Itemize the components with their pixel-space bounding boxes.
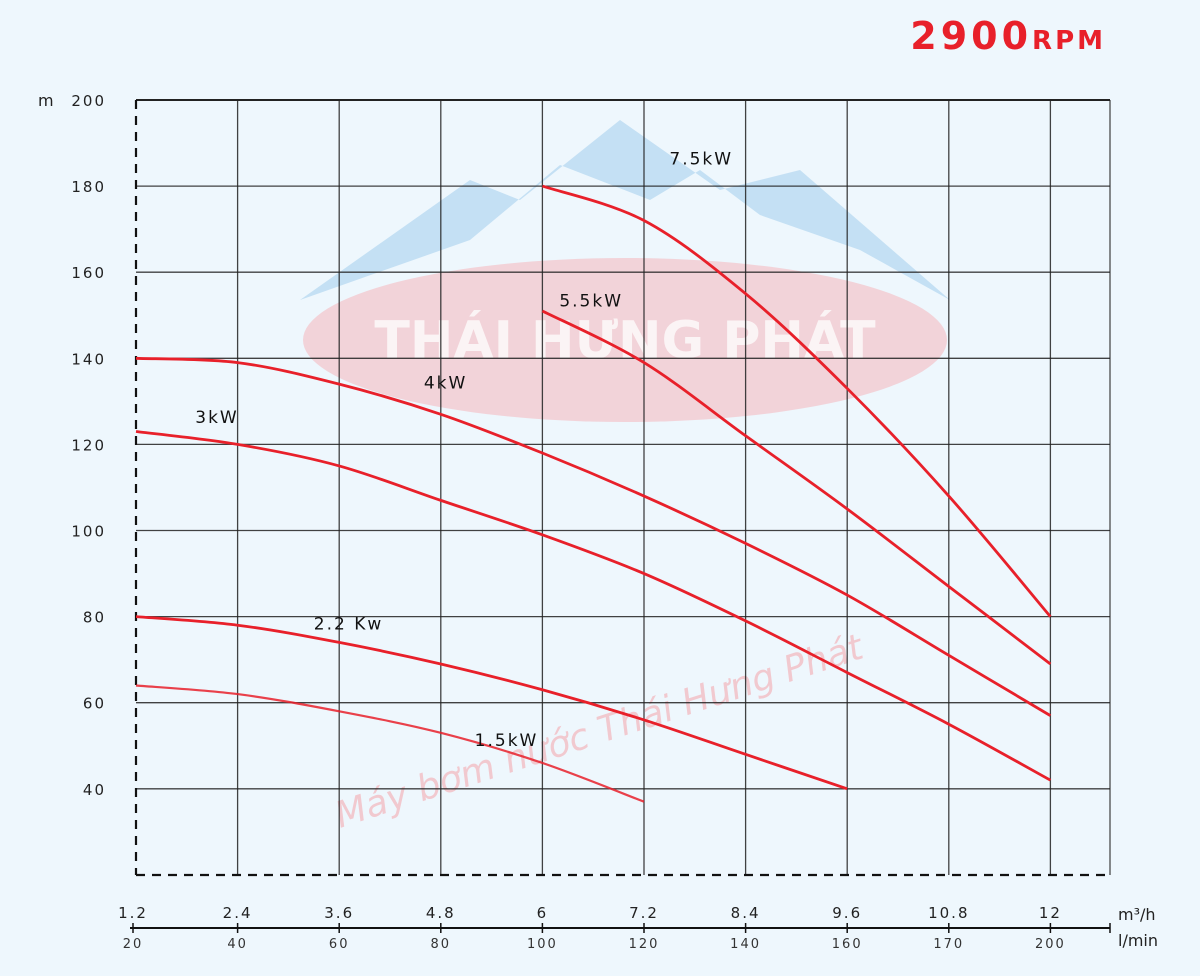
x-tick-label-top: 3.6 <box>324 904 354 922</box>
x-tick-label-top: 2.4 <box>223 904 253 922</box>
y-axis-unit: m <box>38 91 54 110</box>
series-labels: 7.5kW 5.5kW 4kW 3kW 2.2 Kw 1.5kW <box>195 150 733 751</box>
label-4kW: 4kW <box>424 373 467 393</box>
y-tick-label: 140 <box>71 350 106 368</box>
y-tick-label: 40 <box>83 781 106 799</box>
y-tick-label: 120 <box>71 436 106 454</box>
x-tick-label-bottom: 20 <box>123 937 144 952</box>
watermark-mountain <box>300 120 950 300</box>
rpm-unit: RPM <box>1032 26 1106 56</box>
x-tick-label-bottom: 100 <box>527 937 558 952</box>
x-tick-label-top: 8.4 <box>731 904 761 922</box>
x-tick-label-bottom: 140 <box>730 937 761 952</box>
y-tick-label: 200 <box>71 92 106 110</box>
curve-1_5kW <box>135 684 645 803</box>
rpm-value: 2900 <box>910 14 1033 58</box>
x-tick-label-bottom: 80 <box>431 937 452 952</box>
rpm-title: 2900RPM <box>910 14 1106 58</box>
x-tick-label-top: 10.8 <box>928 904 969 922</box>
y-tick-label: 100 <box>71 523 106 541</box>
label-2_2kW: 2.2 Kw <box>314 615 384 635</box>
grid <box>134 99 1111 877</box>
x-tick-label-top: 6 <box>537 904 549 922</box>
x-axis-unit-top: m³/h <box>1118 905 1156 924</box>
x-tick-label-top: 1.2 <box>118 904 148 922</box>
label-1_5kW: 1.5kW <box>475 731 539 751</box>
y-tick-label: 80 <box>83 609 106 627</box>
x-tick-label-top: 4.8 <box>426 904 456 922</box>
x-tick-label-top: 9.6 <box>832 904 862 922</box>
y-tick-label: 160 <box>71 264 106 282</box>
watermark-ellipse <box>303 258 947 422</box>
x-tick-label-bottom: 40 <box>227 937 248 952</box>
x-tick-label-bottom: 160 <box>832 937 863 952</box>
y-tick-label: 180 <box>71 178 106 196</box>
curve-7_5kW <box>541 184 1052 618</box>
label-7_5kW: 7.5kW <box>669 150 733 170</box>
watermark-logo-text: THÁI HƯNG PHÁT <box>374 310 876 371</box>
series <box>135 184 1052 803</box>
y-tick-label: 60 <box>83 695 106 713</box>
x-tick-label-bottom: 170 <box>933 937 964 952</box>
watermark-logo: THÁI HƯNG PHÁT <box>300 120 950 422</box>
label-3kW: 3kW <box>195 408 238 428</box>
x-tick-label-top: 7.2 <box>629 904 659 922</box>
x-tick-label-bottom: 60 <box>329 937 350 952</box>
x-tick-label-bottom: 120 <box>629 937 660 952</box>
x-tick-label-bottom: 200 <box>1035 937 1066 952</box>
curve-4kW <box>135 356 1052 717</box>
curve-3kW <box>135 430 1052 782</box>
label-5_5kW: 5.5kW <box>559 292 623 312</box>
x-axis-unit-bottom: l/min <box>1118 931 1158 950</box>
axes: 40 60 80 100 120 140 160 180 200 m 1.2 20 2.4 40 3.6 60… <box>38 91 1158 952</box>
curve-5_5kW <box>541 309 1052 666</box>
x-tick-label-top: 12 <box>1039 904 1062 922</box>
curve-2_2kW <box>135 615 848 791</box>
